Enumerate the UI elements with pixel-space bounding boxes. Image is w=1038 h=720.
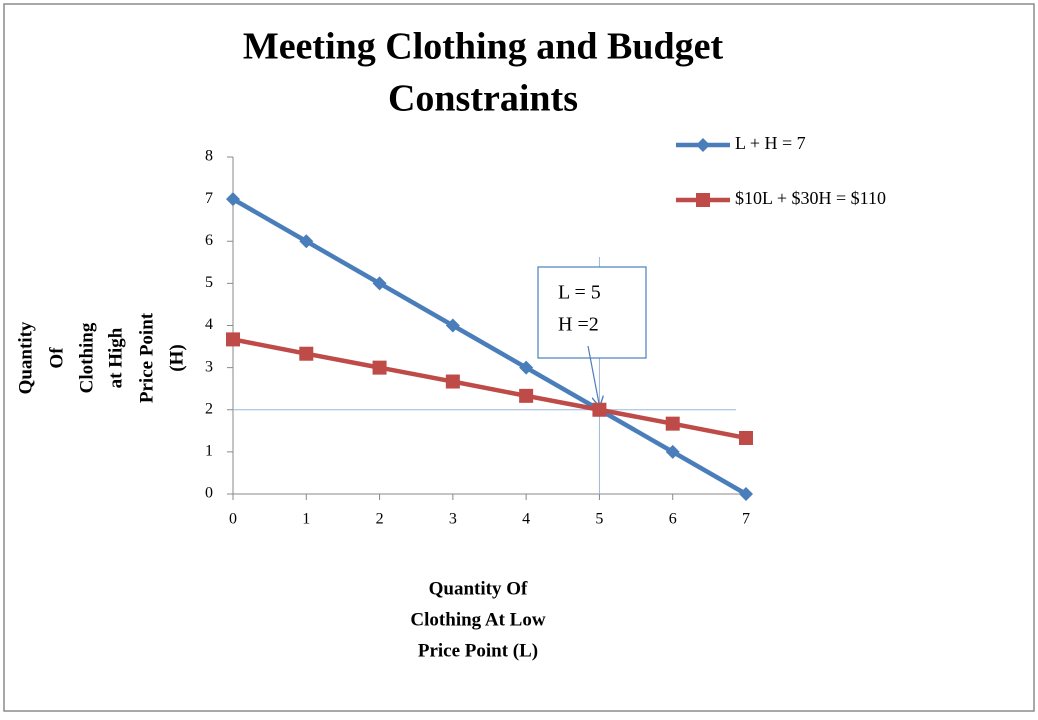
point (665, 416, 680, 431)
series-line (231, 197, 748, 496)
x-axis-label: Quantity Of (429, 578, 528, 599)
y-tick-label: 7 (205, 190, 213, 207)
y-tick-label: 3 (205, 358, 213, 375)
y-axis-label: Price Point (136, 312, 157, 403)
series-line (232, 337, 747, 441)
point (299, 234, 314, 249)
y-axis-label: Of (46, 347, 67, 369)
point (445, 374, 460, 389)
annotation-text: L = 5 (558, 282, 601, 304)
x-tick-label: 4 (522, 511, 530, 528)
point (299, 346, 314, 361)
chart-border (3, 3, 1035, 712)
x-tick-label: 6 (669, 511, 677, 528)
point (519, 388, 534, 403)
point (665, 444, 680, 459)
y-axis-label: (H) (166, 344, 187, 371)
chart-title: Meeting Clothing and Budget (243, 26, 724, 68)
x-tick-label: 1 (302, 511, 310, 528)
annotation-arrow (587, 345, 599, 406)
x-tick-label: 3 (449, 511, 457, 528)
legend-marker (696, 138, 710, 152)
x-axis-label: Price Point (L) (418, 640, 538, 661)
y-axis-label: Clothing (76, 322, 97, 393)
point (592, 402, 607, 417)
point (739, 430, 753, 445)
y-tick-label: 5 (205, 274, 213, 291)
chart-title: Constraints (388, 78, 578, 120)
point (372, 276, 387, 291)
y-tick-label: 6 (205, 232, 213, 249)
legend-label: L + H = 7 (735, 133, 806, 153)
point (372, 360, 387, 375)
y-tick-label: 1 (205, 443, 213, 460)
x-axis-label: Clothing At Low (410, 609, 545, 630)
point (226, 192, 240, 207)
y-tick-label: 8 (205, 148, 213, 165)
x-tick-label: 2 (376, 511, 384, 528)
y-axis-label: Quantity (15, 321, 36, 394)
point (739, 487, 753, 501)
x-tick-label: 5 (595, 511, 603, 528)
y-tick-label: 4 (205, 316, 213, 333)
point (445, 318, 460, 333)
y-tick-label: 0 (205, 485, 213, 502)
point (519, 360, 534, 375)
x-tick-label: 7 (742, 511, 750, 528)
annotation-text: H =2 (558, 314, 599, 336)
y-tick-label: 2 (205, 400, 213, 417)
point (226, 332, 240, 347)
legend-marker (696, 193, 710, 207)
x-tick-label: 0 (229, 511, 237, 528)
annotation-box (537, 266, 647, 359)
y-axis-label: at High (105, 327, 126, 388)
legend-label: $10L + $30H = $110 (735, 188, 886, 208)
